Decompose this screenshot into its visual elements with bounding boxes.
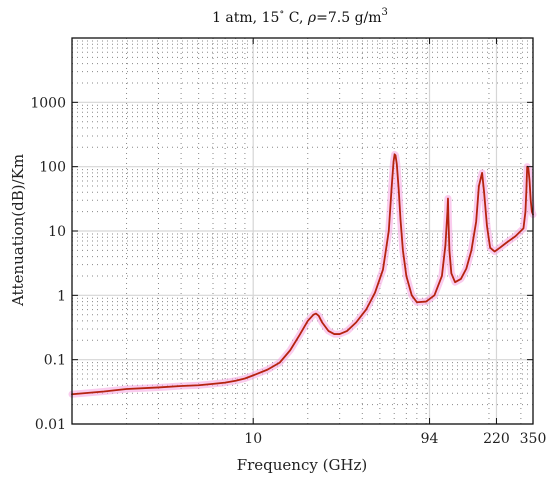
x-tick-label: 10	[244, 431, 262, 447]
y-tick-label: 1	[57, 288, 66, 304]
x-tick-label: 94	[421, 431, 439, 447]
x-tick-label: 350	[520, 431, 547, 447]
series-line	[71, 153, 534, 396]
title-rho: ρ	[307, 10, 317, 26]
chart-title: 1 atm, 15∘ C, ρ=7.5 g/m3	[212, 7, 388, 26]
y-axis-label: Attenuation(dB)/Km	[9, 154, 27, 307]
x-axis-label: Frequency (GHz)	[237, 456, 368, 474]
y-tick-label: 1000	[30, 95, 66, 111]
y-tick-label: 0.1	[44, 353, 66, 369]
title-tail-2: =7.5 g/m	[316, 10, 381, 26]
y-tick-label: 10	[48, 224, 66, 240]
y-axis-ticks: 0.01 0.1 1 10 100 1000	[30, 95, 533, 433]
title-degree: ∘	[279, 7, 284, 18]
title-tail-1: C,	[284, 10, 308, 26]
y-tick-label: 100	[39, 160, 66, 176]
x-tick-label: 220	[483, 431, 510, 447]
title-main: 1 atm, 15	[212, 10, 279, 26]
series-line-path	[71, 153, 534, 396]
minor-grid	[72, 38, 533, 424]
y-tick-label: 0.01	[35, 417, 66, 433]
x-axis-ticks: 10 94 220 350	[244, 38, 546, 447]
title-exponent: 3	[382, 7, 388, 18]
